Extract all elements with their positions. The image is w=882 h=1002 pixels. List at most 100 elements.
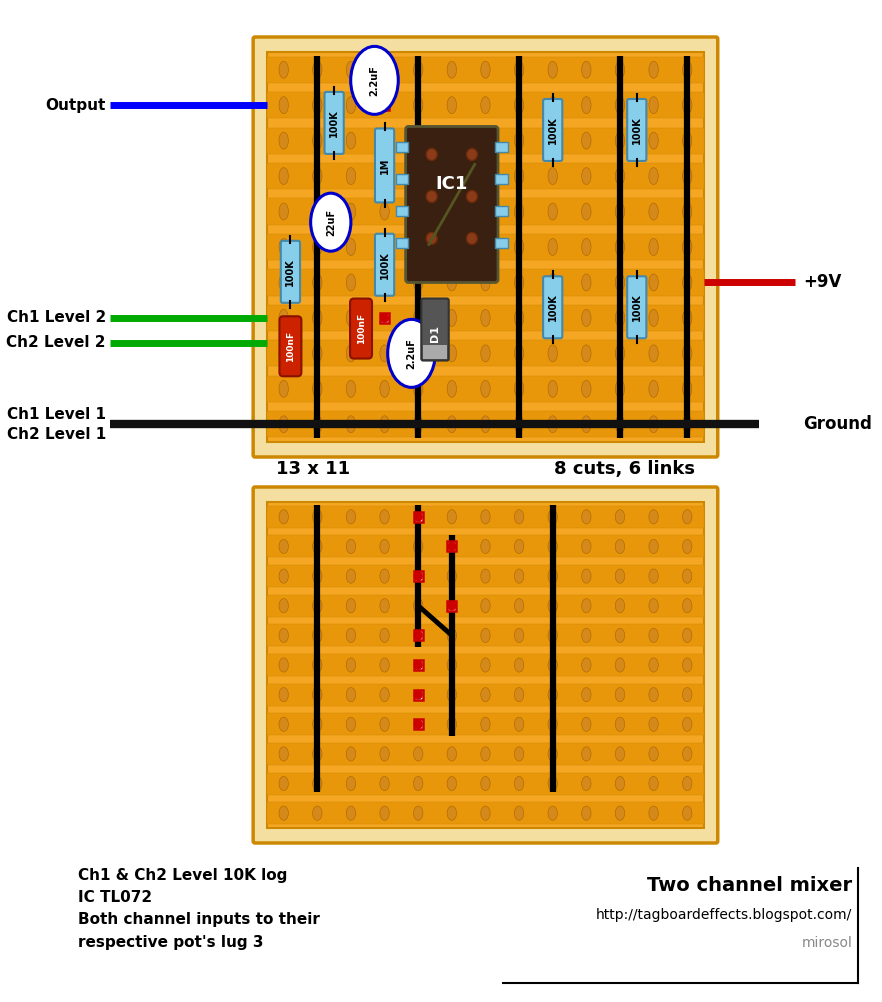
Ellipse shape	[514, 345, 524, 362]
Ellipse shape	[581, 539, 591, 553]
Text: 100K: 100K	[632, 294, 642, 322]
Ellipse shape	[514, 717, 524, 731]
Bar	[267, 305, 704, 331]
Ellipse shape	[279, 717, 288, 731]
Bar	[414, 689, 422, 699]
Ellipse shape	[380, 628, 389, 642]
Ellipse shape	[481, 238, 490, 256]
Ellipse shape	[616, 238, 624, 256]
Ellipse shape	[514, 777, 524, 791]
Ellipse shape	[481, 510, 490, 524]
Ellipse shape	[279, 658, 288, 672]
Ellipse shape	[514, 167, 524, 184]
Ellipse shape	[514, 61, 524, 78]
Ellipse shape	[581, 777, 591, 791]
Ellipse shape	[616, 510, 624, 524]
Ellipse shape	[310, 193, 351, 252]
Text: 100nF: 100nF	[286, 331, 295, 362]
Ellipse shape	[347, 274, 355, 291]
Bar	[380, 313, 389, 323]
Ellipse shape	[581, 806, 591, 821]
Ellipse shape	[616, 806, 624, 821]
Ellipse shape	[447, 132, 457, 149]
Ellipse shape	[347, 569, 355, 583]
Ellipse shape	[616, 746, 624, 762]
Ellipse shape	[683, 167, 691, 184]
Ellipse shape	[683, 806, 691, 821]
Ellipse shape	[481, 569, 490, 583]
Ellipse shape	[616, 416, 624, 433]
Bar	[380, 242, 389, 252]
Ellipse shape	[548, 203, 557, 220]
Ellipse shape	[548, 777, 557, 791]
Ellipse shape	[514, 416, 524, 433]
Ellipse shape	[616, 658, 624, 672]
FancyBboxPatch shape	[422, 299, 449, 361]
Circle shape	[467, 190, 477, 202]
Ellipse shape	[616, 687, 624, 701]
Text: http://tagboardeffects.blogspot.com/: http://tagboardeffects.blogspot.com/	[596, 908, 852, 922]
Ellipse shape	[649, 381, 658, 398]
Bar	[267, 565, 704, 587]
Ellipse shape	[649, 569, 658, 583]
Bar	[380, 278, 389, 288]
Ellipse shape	[548, 628, 557, 642]
Bar	[267, 341, 704, 367]
Ellipse shape	[312, 658, 322, 672]
Ellipse shape	[581, 628, 591, 642]
Ellipse shape	[312, 381, 322, 398]
Ellipse shape	[581, 238, 591, 256]
Text: 13 x 11: 13 x 11	[276, 460, 350, 478]
Ellipse shape	[388, 320, 435, 388]
Ellipse shape	[683, 310, 691, 327]
Ellipse shape	[616, 345, 624, 362]
Bar	[267, 654, 704, 676]
Ellipse shape	[380, 746, 389, 762]
Bar	[267, 376, 704, 402]
Ellipse shape	[649, 777, 658, 791]
Ellipse shape	[548, 61, 557, 78]
Ellipse shape	[683, 274, 691, 291]
Ellipse shape	[279, 539, 288, 553]
Ellipse shape	[347, 167, 355, 184]
Bar	[267, 411, 704, 438]
Ellipse shape	[548, 539, 557, 553]
Bar	[267, 803, 704, 825]
Ellipse shape	[683, 510, 691, 524]
Text: 22uF: 22uF	[325, 208, 336, 235]
Circle shape	[381, 101, 388, 109]
Text: 1M: 1M	[379, 157, 390, 173]
Ellipse shape	[683, 96, 691, 113]
Ellipse shape	[481, 717, 490, 731]
Ellipse shape	[347, 598, 355, 613]
Ellipse shape	[414, 61, 422, 78]
Text: Ch2 Level 2: Ch2 Level 2	[6, 336, 106, 351]
Ellipse shape	[683, 238, 691, 256]
Ellipse shape	[616, 539, 624, 553]
Bar	[447, 601, 456, 611]
Ellipse shape	[447, 717, 457, 731]
Text: Ch1 Level 2: Ch1 Level 2	[7, 311, 106, 326]
Ellipse shape	[616, 203, 624, 220]
Ellipse shape	[548, 598, 557, 613]
Circle shape	[448, 542, 456, 551]
Circle shape	[415, 572, 422, 580]
Text: mirosol: mirosol	[802, 936, 852, 950]
Ellipse shape	[481, 416, 490, 433]
Text: 2.2uF: 2.2uF	[407, 338, 416, 369]
FancyBboxPatch shape	[375, 233, 394, 296]
FancyBboxPatch shape	[543, 99, 563, 161]
Text: D1: D1	[430, 325, 440, 342]
Ellipse shape	[581, 345, 591, 362]
Ellipse shape	[279, 132, 288, 149]
Ellipse shape	[447, 569, 457, 583]
Ellipse shape	[514, 203, 524, 220]
Ellipse shape	[548, 96, 557, 113]
Ellipse shape	[347, 717, 355, 731]
Ellipse shape	[548, 238, 557, 256]
Ellipse shape	[447, 381, 457, 398]
Ellipse shape	[683, 381, 691, 398]
Ellipse shape	[683, 61, 691, 78]
Ellipse shape	[649, 238, 658, 256]
FancyBboxPatch shape	[406, 126, 498, 283]
